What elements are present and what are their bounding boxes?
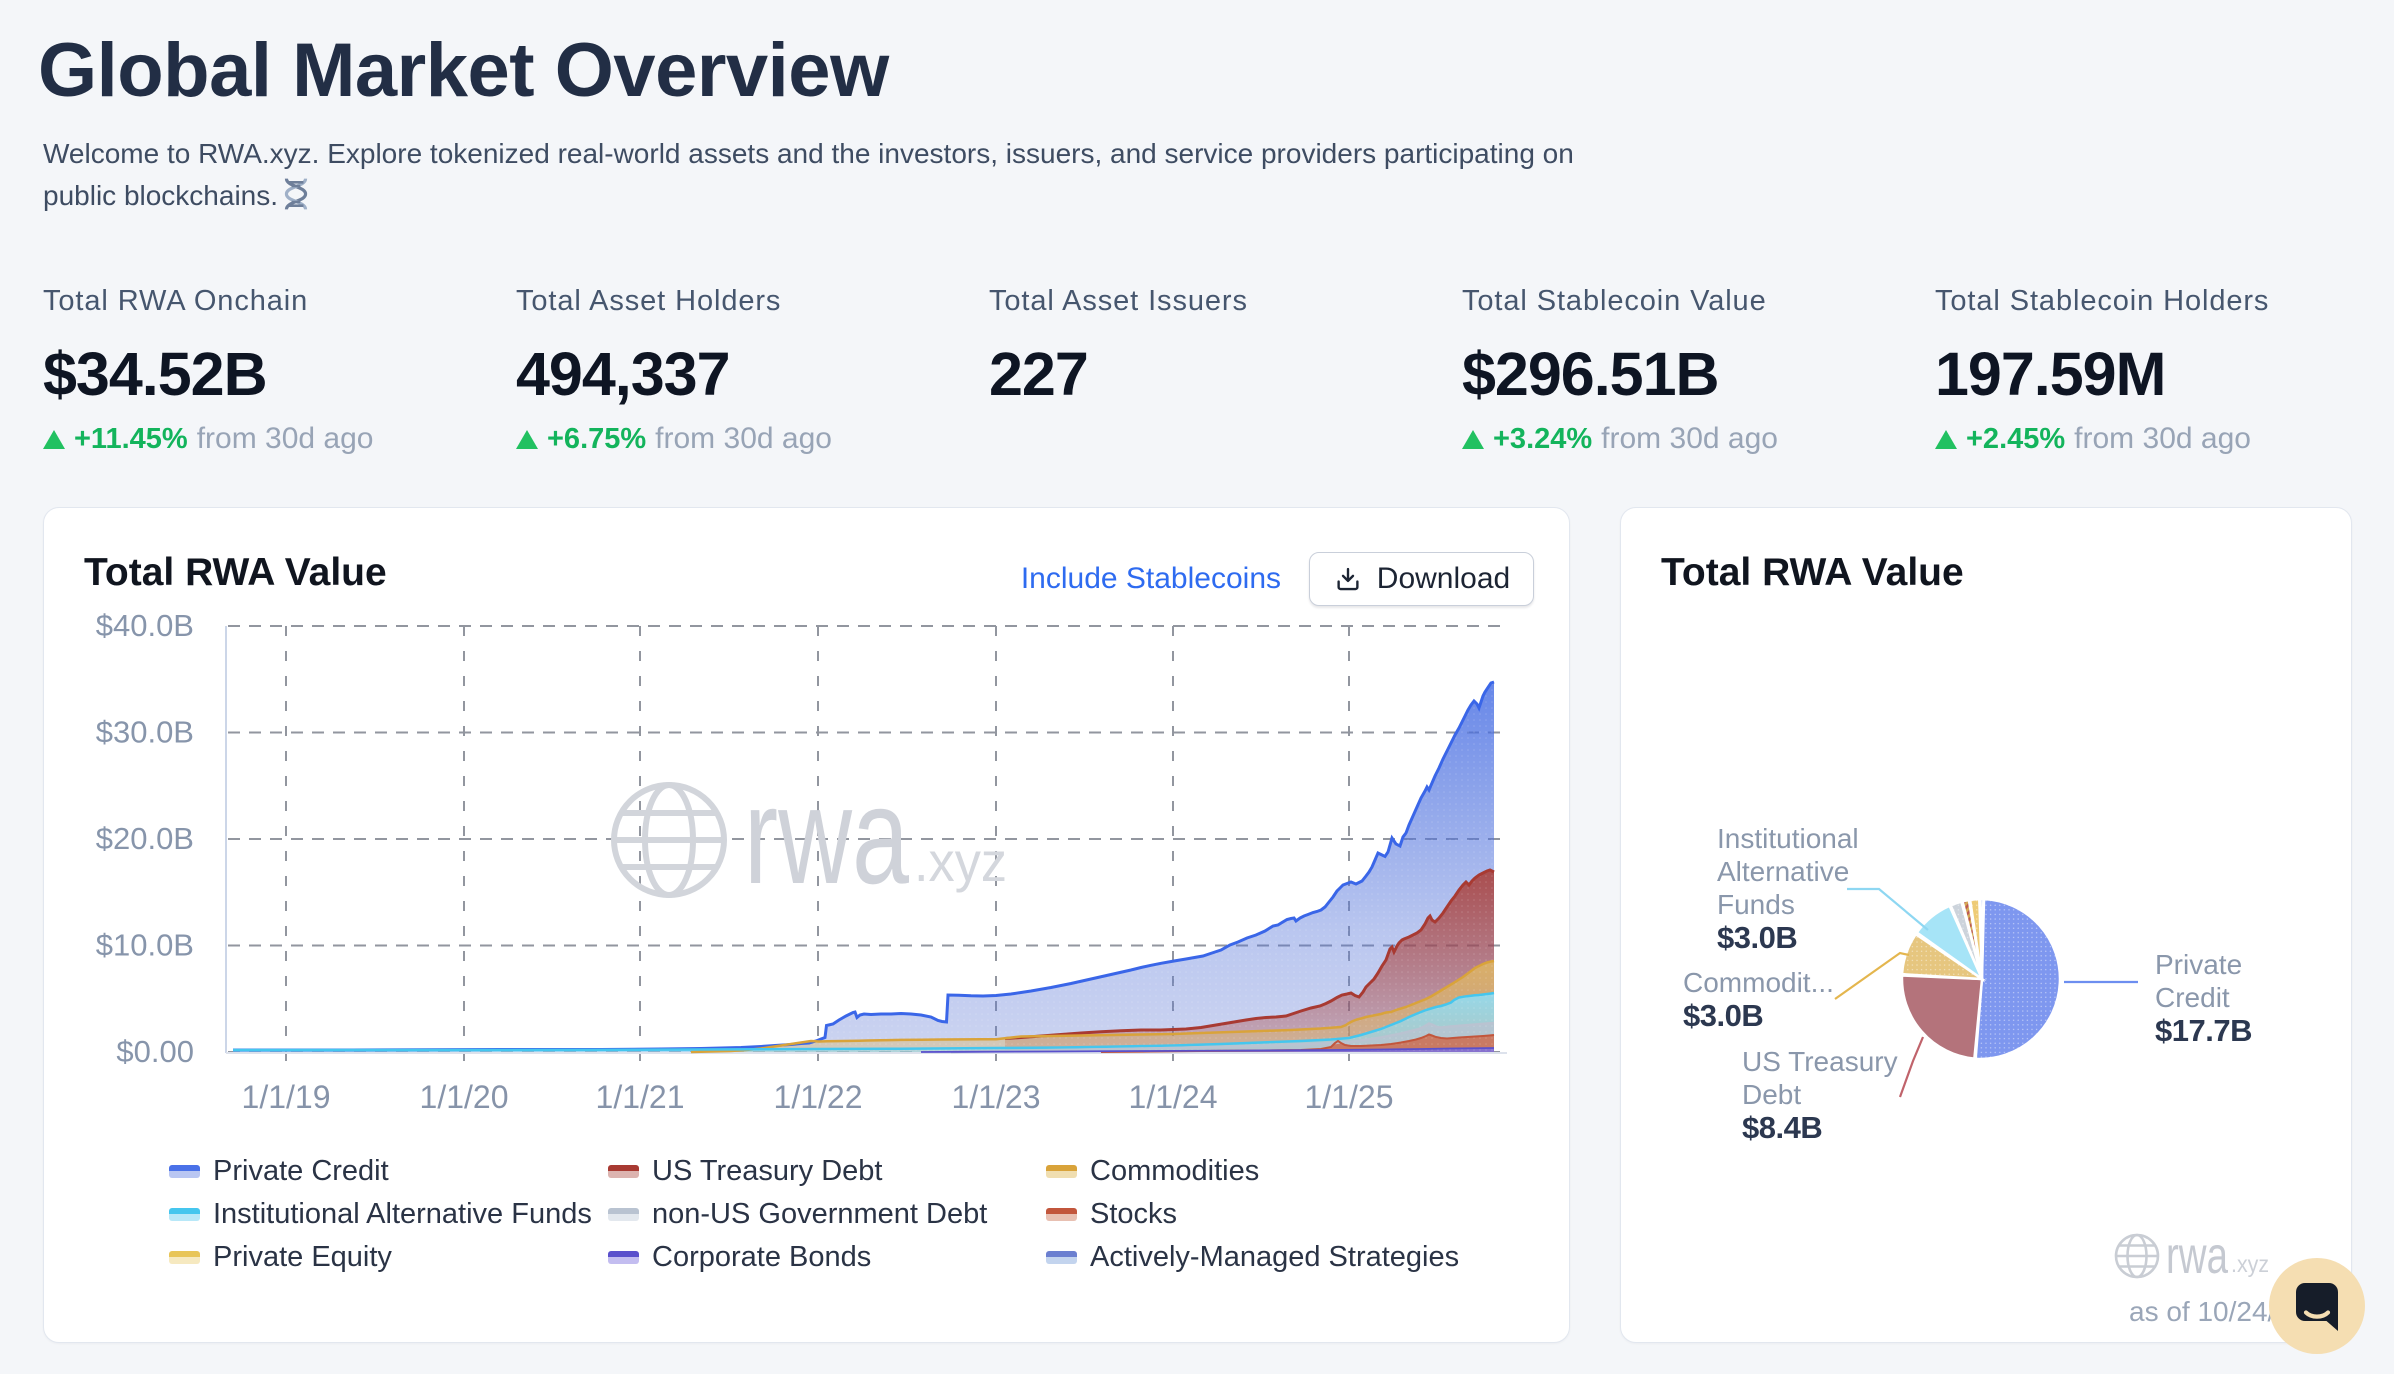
svg-text:.xyz: .xyz xyxy=(914,830,1007,893)
svg-text:$0.00: $0.00 xyxy=(116,1034,194,1069)
svg-text:1/1/21: 1/1/21 xyxy=(596,1079,685,1115)
svg-text:1/1/20: 1/1/20 xyxy=(420,1079,509,1115)
svg-text:rwa: rwa xyxy=(2166,1227,2228,1285)
svg-text:1/1/19: 1/1/19 xyxy=(242,1079,331,1115)
svg-text:$40.0B: $40.0B xyxy=(96,608,194,643)
svg-text:rwa: rwa xyxy=(744,759,909,913)
svg-text:.xyz: .xyz xyxy=(2231,1251,2269,1277)
svg-text:1/1/22: 1/1/22 xyxy=(774,1079,863,1115)
svg-text:$10.0B: $10.0B xyxy=(96,928,194,963)
svg-text:$20.0B: $20.0B xyxy=(96,821,194,856)
svg-text:1/1/25: 1/1/25 xyxy=(1305,1079,1394,1115)
svg-text:$30.0B: $30.0B xyxy=(96,715,194,750)
svg-text:1/1/23: 1/1/23 xyxy=(952,1079,1041,1115)
svg-text:1/1/24: 1/1/24 xyxy=(1129,1079,1218,1115)
